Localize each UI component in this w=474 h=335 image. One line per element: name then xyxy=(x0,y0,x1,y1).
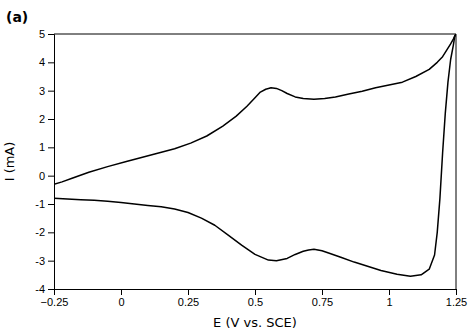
x-axis-tick: 1.25 xyxy=(446,289,467,308)
x-axis-tick-label: 0.25 xyxy=(178,296,199,308)
y-axis-tick-label: 1 xyxy=(39,141,45,153)
series-line xyxy=(54,34,456,276)
x-axis-tick: 0.75 xyxy=(312,289,333,308)
y-axis-tick: 4 xyxy=(39,56,54,68)
y-axis-tick: 5 xyxy=(39,28,54,40)
x-axis-tick: 0 xyxy=(118,289,124,308)
y-axis-tick-label: 5 xyxy=(39,28,45,40)
frame xyxy=(456,34,457,289)
y-axis-tick-mark xyxy=(48,91,54,92)
y-axis-tick-label: 2 xyxy=(39,113,45,125)
y-axis-tick: 1 xyxy=(39,141,54,153)
y-axis-tick-label: -1 xyxy=(35,198,45,210)
x-axis-tick-label: 0.75 xyxy=(312,296,333,308)
y-axis-tick-mark xyxy=(48,147,54,148)
x-axis-title: E (V vs. SCE) xyxy=(213,315,297,330)
x-axis-tick-label: 1.25 xyxy=(446,296,467,308)
x-axis-tick-label: 0 xyxy=(118,296,124,308)
y-axis-tick-mark xyxy=(48,119,54,120)
x-axis-tick-mark xyxy=(322,289,323,295)
y-axis-tick: 0 xyxy=(39,170,54,182)
y-axis-tick-mark xyxy=(48,62,54,63)
series-line xyxy=(54,34,456,184)
x-axis-line xyxy=(55,290,457,296)
y-axis-tick: -2 xyxy=(35,226,54,238)
y-axis-tick-label: 0 xyxy=(39,170,45,182)
plot: −0.25 0 0.25 0.5 0.75 1 1.25 -4 -3 -2 -1 0 1 2 3 4 5 xyxy=(35,28,467,308)
x-axis-tick-mark xyxy=(121,289,122,295)
x-axis-tick-mark xyxy=(456,289,457,295)
x-axis-tick-mark xyxy=(389,289,390,295)
y-axis-tick: 2 xyxy=(39,113,54,125)
y-axis-tick-label: 3 xyxy=(39,85,45,97)
x-axis-tick-label: 1 xyxy=(386,296,392,308)
x-axis-tick: 0.5 xyxy=(248,289,263,308)
y-axis: -4 -3 -2 -1 0 1 2 3 4 5 xyxy=(35,28,54,295)
y-axis-tick-label: -2 xyxy=(35,226,45,238)
y-axis-title: I (mA) xyxy=(2,142,17,182)
y-axis-tick-mark xyxy=(48,34,54,35)
y-axis-tick: -1 xyxy=(35,198,54,210)
y-axis-tick: -3 xyxy=(35,255,54,267)
x-axis-tick-mark xyxy=(188,289,189,295)
y-axis-tick-label: -4 xyxy=(35,283,45,295)
x-axis-tick-label: −0.25 xyxy=(41,296,69,308)
x-axis-tick: 1 xyxy=(386,289,392,308)
y-axis-tick-mark xyxy=(48,261,54,262)
y-axis-tick-mark xyxy=(48,289,54,290)
y-axis-tick-mark xyxy=(48,204,54,205)
lines xyxy=(54,34,456,276)
y-axis-tick-mark xyxy=(48,176,54,177)
y-axis-tick: 3 xyxy=(39,85,54,97)
x-axis-tick-label: 0.5 xyxy=(248,296,263,308)
y-axis-tick: -4 xyxy=(35,283,54,295)
frame xyxy=(54,34,456,35)
chart: −0.25 0 0.25 0.5 0.75 1 1.25 -4 -3 -2 -1 0 1 2 3 4 5 E (V… xyxy=(0,0,474,335)
x-axis-tick-mark xyxy=(255,289,256,295)
y-axis-tick-label: 4 xyxy=(39,56,45,68)
x-axis-tick: 0.25 xyxy=(178,289,199,308)
annotation: (a) xyxy=(6,9,28,25)
y-axis-line xyxy=(48,35,55,290)
y-axis-tick-label: -3 xyxy=(35,255,45,267)
x-axis: −0.25 0 0.25 0.5 0.75 1 1.25 xyxy=(41,289,468,308)
y-axis-tick-mark xyxy=(48,232,54,233)
